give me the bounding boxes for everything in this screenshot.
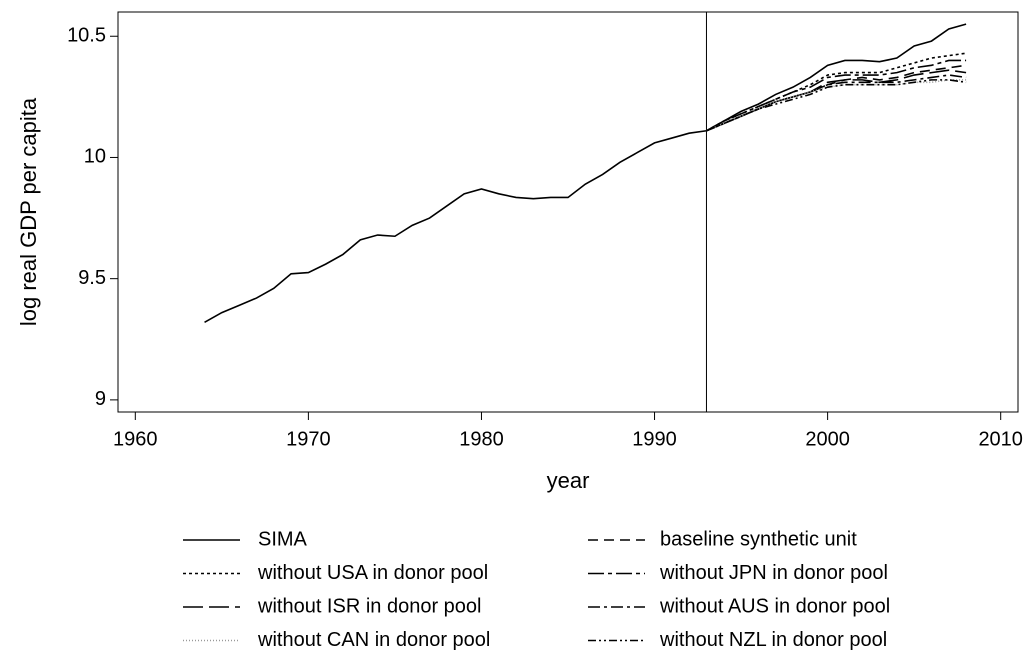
y-tick-label: 10.5 <box>67 25 106 47</box>
series-line <box>706 59 967 132</box>
legend-label: baseline synthetic unit <box>660 528 857 550</box>
x-tick-label: 1960 <box>113 428 158 450</box>
legend-label: without CAN in donor pool <box>257 629 490 651</box>
series-line <box>706 69 967 132</box>
series-line <box>706 79 967 132</box>
legend-label: without USA in donor pool <box>257 562 488 584</box>
x-tick-label: 2010 <box>978 428 1023 450</box>
x-axis-label: year <box>547 468 590 493</box>
series-line <box>706 74 967 132</box>
y-tick-label: 9.5 <box>78 267 106 289</box>
legend-label: without NZL in donor pool <box>659 629 887 651</box>
x-tick-label: 1970 <box>286 428 331 450</box>
y-axis-label: log real GDP per capita <box>16 97 41 326</box>
legend-label: without JPN in donor pool <box>659 562 888 584</box>
series-line <box>706 79 967 132</box>
legend-label: without AUS in donor pool <box>659 595 890 617</box>
x-tick-label: 1980 <box>459 428 504 450</box>
y-tick-label: 10 <box>84 146 106 168</box>
plot-frame <box>117 11 1019 413</box>
legend-label: without ISR in donor pool <box>257 595 481 617</box>
series-line <box>706 64 967 132</box>
legend-label: SIMA <box>258 528 308 550</box>
x-tick-label: 1990 <box>632 428 677 450</box>
y-tick-label: 9 <box>95 388 106 410</box>
series-line <box>204 23 967 323</box>
series-line <box>706 52 967 132</box>
x-tick-label: 2000 <box>805 428 850 450</box>
